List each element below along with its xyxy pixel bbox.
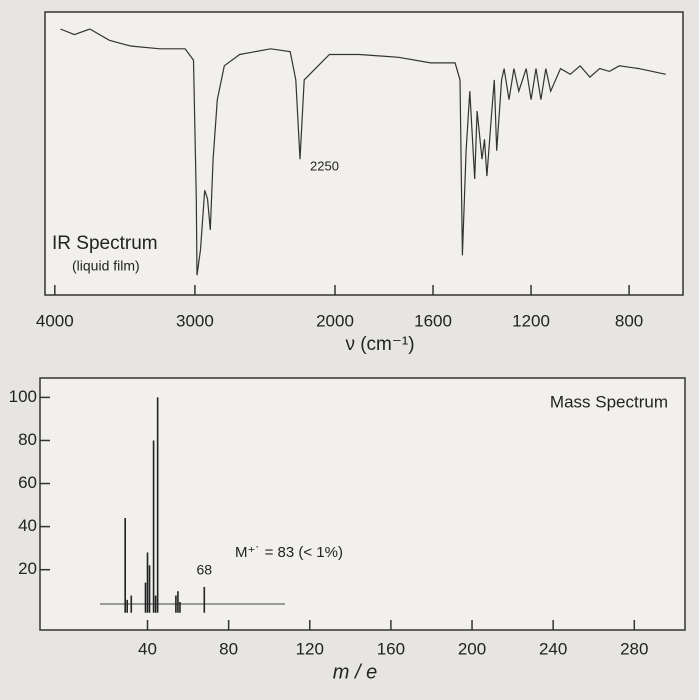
ir-trace xyxy=(60,28,666,276)
ir-title: IR Spectrum xyxy=(52,233,158,254)
x-tick-label: 1200 xyxy=(512,311,550,330)
x-tick-label: 3000 xyxy=(176,311,214,330)
ms-title: Mass Spectrum xyxy=(550,392,668,411)
x-tick-label: 120 xyxy=(296,639,324,658)
y-tick-label: 100 xyxy=(9,387,37,406)
y-tick-label: 40 xyxy=(18,516,37,535)
x-tick-label: 200 xyxy=(458,639,486,658)
ir-frame xyxy=(44,11,684,296)
x-tick-label: 2000 xyxy=(316,311,354,330)
y-tick-label: 20 xyxy=(18,559,37,578)
ms-x-label: m / e xyxy=(333,661,377,683)
x-tick-label: 240 xyxy=(539,639,567,658)
ir-subtitle: (liquid film) xyxy=(72,258,140,274)
ms-annotation: M⁺˙ = 83 (< 1%) xyxy=(235,544,343,561)
x-tick-label: 280 xyxy=(620,639,648,658)
x-tick-label: 4000 xyxy=(36,311,74,330)
x-tick-label: 40 xyxy=(138,639,157,658)
x-tick-label: 80 xyxy=(219,639,238,658)
y-tick-label: 60 xyxy=(18,473,37,492)
ir-annotation: 2250 xyxy=(310,158,339,173)
y-tick-label: 80 xyxy=(18,430,37,449)
ir-x-label: ν (cm⁻¹) xyxy=(345,334,414,355)
ms-frame xyxy=(39,377,686,631)
peak-label: 68 xyxy=(197,562,213,578)
x-tick-label: 1600 xyxy=(414,311,452,330)
x-tick-label: 800 xyxy=(615,311,643,330)
x-tick-label: 160 xyxy=(377,639,405,658)
